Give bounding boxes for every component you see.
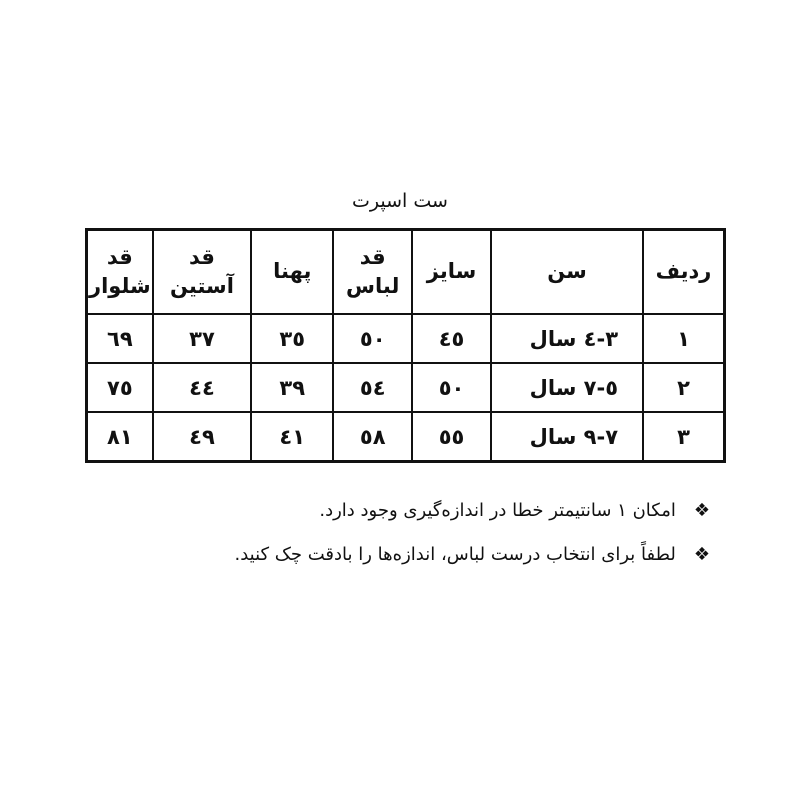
header-sleeve: قد آستین	[151, 228, 253, 315]
cell: ٣-٤ سال	[489, 313, 645, 364]
note-text: امکان ١ سانتیمتر خطا در اندازه‌گیری وجود…	[319, 499, 676, 521]
cell: ٤٤	[151, 362, 253, 413]
table-row: ١ ٣-٤ سال ٤٥ ٥٠ ٣٥ ٣٧ ٦٩	[85, 313, 726, 364]
cell: ٤٥	[411, 313, 492, 364]
header-length: قد لباس	[332, 228, 414, 315]
cell: ٥٨	[332, 411, 414, 463]
cell: ٦٩	[85, 313, 154, 364]
diamond-bullet-icon: ❖	[693, 543, 710, 565]
table-row: ٢ ٥-٧ سال ٥٠ ٥٤ ٣٩ ٤٤ ٧٥	[85, 362, 726, 413]
cell: ٥٠	[411, 362, 492, 413]
cell: ٣٩	[250, 362, 335, 413]
header-row: ردیف سن سایز قد لباس پهنا قد آستین قد شل…	[85, 228, 726, 315]
notes-list: ❖ امکان ١ سانتیمتر خطا در اندازه‌گیری وج…	[234, 488, 710, 576]
cell: ٣	[642, 411, 726, 463]
cell: ٨١	[85, 411, 154, 463]
cell: ٥-٧ سال	[489, 362, 645, 413]
table-row: ٣ ٧-٩ سال ٥٥ ٥٨ ٤١ ٤٩ ٨١	[85, 411, 726, 463]
cell: ٥٥	[411, 411, 492, 463]
header-width: پهنا	[250, 228, 335, 315]
cell: ١	[642, 313, 726, 364]
diamond-bullet-icon: ❖	[693, 499, 710, 521]
cell: ٢	[642, 362, 726, 413]
size-table: ردیف سن سایز قد لباس پهنا قد آستین قد شل…	[85, 228, 726, 463]
header-row-number: ردیف	[642, 228, 726, 315]
cell: ٧-٩ سال	[489, 411, 645, 463]
chart-title: ست اسپرت	[352, 190, 448, 212]
cell: ٤١	[250, 411, 335, 463]
note-item: ❖ امکان ١ سانتیمتر خطا در اندازه‌گیری وج…	[234, 488, 710, 532]
note-item: ❖ لطفاً برای انتخاب درست لباس، اندازه‌ها…	[234, 532, 710, 576]
header-pants: قد شلوار	[85, 228, 154, 315]
cell: ٧٥	[85, 362, 154, 413]
cell: ٥٤	[332, 362, 414, 413]
cell: ٣٧	[151, 313, 253, 364]
cell: ٥٠	[332, 313, 414, 364]
header-age: سن	[489, 228, 645, 315]
cell: ٤٩	[151, 411, 253, 463]
header-size: سایز	[411, 228, 492, 315]
note-text: لطفاً برای انتخاب درست لباس، اندازه‌ها ر…	[234, 543, 676, 565]
cell: ٣٥	[250, 313, 335, 364]
